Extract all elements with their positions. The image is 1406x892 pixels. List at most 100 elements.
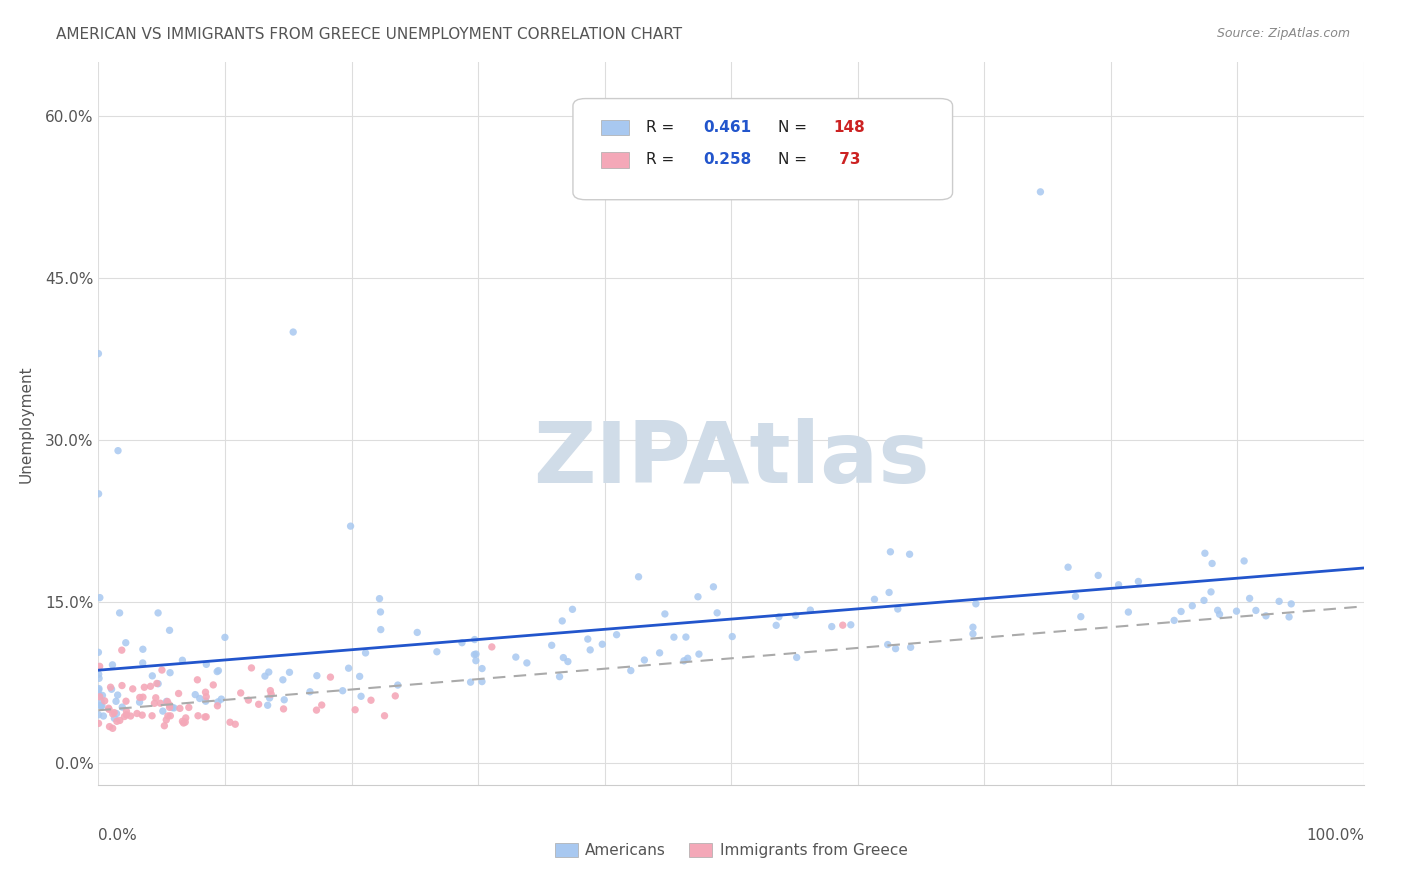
Immigrants from Greece bbox=[360, 693, 382, 707]
Immigrants from Greece bbox=[100, 680, 122, 694]
Americans bbox=[1128, 574, 1150, 589]
Immigrants from Greece bbox=[167, 686, 190, 700]
Americans bbox=[1201, 557, 1223, 571]
Immigrants from Greece bbox=[831, 618, 853, 632]
Americans bbox=[89, 688, 111, 702]
FancyBboxPatch shape bbox=[600, 120, 628, 136]
Americans bbox=[898, 547, 921, 561]
Americans bbox=[884, 641, 907, 656]
Americans bbox=[387, 678, 409, 692]
Americans bbox=[103, 711, 125, 725]
Americans bbox=[576, 632, 599, 646]
Immigrants from Greece bbox=[115, 707, 138, 722]
Immigrants from Greece bbox=[240, 661, 263, 675]
Immigrants from Greece bbox=[207, 698, 229, 713]
Americans bbox=[105, 706, 128, 721]
Americans bbox=[89, 698, 111, 713]
Americans bbox=[339, 519, 361, 533]
Americans bbox=[676, 651, 699, 665]
FancyBboxPatch shape bbox=[600, 152, 628, 168]
Americans bbox=[141, 669, 163, 683]
Immigrants from Greece bbox=[174, 711, 197, 725]
Text: ZIPAtlas: ZIPAtlas bbox=[533, 418, 929, 501]
Americans bbox=[87, 667, 110, 681]
Americans bbox=[1118, 605, 1140, 619]
Americans bbox=[900, 640, 922, 655]
Americans bbox=[271, 673, 294, 687]
Americans bbox=[100, 682, 122, 697]
Americans bbox=[370, 605, 392, 619]
Americans bbox=[350, 690, 373, 704]
Americans bbox=[721, 630, 744, 644]
Immigrants from Greece bbox=[384, 689, 406, 703]
Americans bbox=[451, 636, 474, 650]
Immigrants from Greece bbox=[195, 690, 218, 704]
Americans bbox=[1199, 585, 1222, 599]
Immigrants from Greece bbox=[187, 708, 209, 723]
Americans bbox=[87, 346, 110, 360]
Americans bbox=[1208, 607, 1230, 622]
Text: R =: R = bbox=[647, 153, 679, 168]
Americans bbox=[463, 648, 485, 662]
Americans bbox=[207, 695, 229, 709]
Immigrants from Greece bbox=[132, 690, 155, 705]
Americans bbox=[876, 638, 898, 652]
Americans bbox=[354, 646, 377, 660]
Immigrants from Greece bbox=[305, 703, 328, 717]
Immigrants from Greece bbox=[89, 690, 111, 704]
Americans bbox=[370, 623, 392, 637]
Americans bbox=[551, 614, 574, 628]
Americans bbox=[107, 688, 129, 702]
Americans bbox=[505, 650, 527, 665]
Americans bbox=[965, 597, 987, 611]
Immigrants from Greece bbox=[108, 714, 131, 728]
Immigrants from Greece bbox=[131, 708, 153, 723]
Immigrants from Greece bbox=[195, 710, 218, 724]
Americans bbox=[257, 665, 280, 679]
Americans bbox=[706, 606, 728, 620]
Text: 73: 73 bbox=[834, 153, 860, 168]
Americans bbox=[1279, 597, 1302, 611]
Americans bbox=[128, 695, 150, 709]
Text: 0.258: 0.258 bbox=[703, 153, 752, 168]
Legend: Americans, Immigrants from Greece: Americans, Immigrants from Greece bbox=[548, 837, 914, 864]
Immigrants from Greece bbox=[141, 708, 163, 723]
FancyBboxPatch shape bbox=[574, 99, 953, 200]
Americans bbox=[87, 671, 110, 685]
Americans bbox=[877, 585, 900, 599]
Americans bbox=[654, 607, 676, 621]
Americans bbox=[1225, 604, 1247, 618]
Americans bbox=[464, 654, 486, 668]
Americans bbox=[426, 645, 449, 659]
Immigrants from Greece bbox=[89, 659, 111, 673]
Americans bbox=[111, 700, 134, 714]
Americans bbox=[1070, 609, 1092, 624]
Americans bbox=[765, 618, 787, 632]
Text: N =: N = bbox=[778, 153, 811, 168]
Immigrants from Greece bbox=[128, 690, 150, 705]
Americans bbox=[553, 650, 575, 665]
Americans bbox=[283, 325, 305, 339]
Americans bbox=[785, 608, 807, 623]
Americans bbox=[207, 664, 229, 678]
Americans bbox=[672, 654, 695, 668]
Immigrants from Greece bbox=[155, 713, 177, 727]
Americans bbox=[1192, 593, 1215, 607]
Americans bbox=[337, 661, 360, 675]
Americans bbox=[349, 669, 371, 683]
Americans bbox=[662, 630, 685, 644]
Immigrants from Greece bbox=[134, 680, 156, 694]
Americans bbox=[108, 606, 131, 620]
Americans bbox=[471, 674, 494, 689]
Americans bbox=[1057, 560, 1080, 574]
Immigrants from Greece bbox=[87, 716, 110, 731]
Americans bbox=[702, 580, 724, 594]
Americans bbox=[648, 646, 671, 660]
Immigrants from Greece bbox=[157, 698, 180, 712]
Americans bbox=[863, 592, 886, 607]
Americans bbox=[464, 632, 486, 647]
Americans bbox=[107, 443, 129, 458]
Text: N =: N = bbox=[778, 120, 811, 135]
Americans bbox=[132, 656, 155, 670]
Immigrants from Greece bbox=[156, 709, 179, 723]
